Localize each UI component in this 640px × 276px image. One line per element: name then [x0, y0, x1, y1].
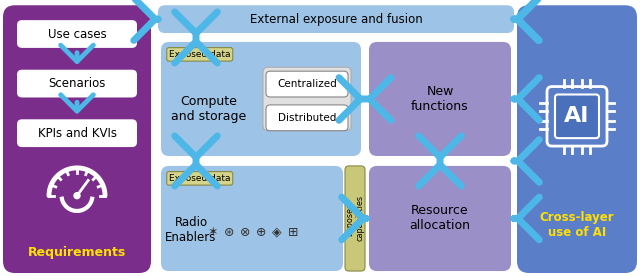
FancyBboxPatch shape [345, 166, 365, 271]
Text: ⊗: ⊗ [240, 226, 250, 239]
FancyBboxPatch shape [161, 166, 343, 271]
Text: Centralized: Centralized [277, 79, 337, 89]
FancyBboxPatch shape [369, 42, 511, 156]
Text: Exposed data: Exposed data [169, 174, 230, 183]
Text: KPIs and KVIs: KPIs and KVIs [38, 127, 116, 140]
Text: Scenarios: Scenarios [48, 77, 106, 90]
Text: External exposure and fusion: External exposure and fusion [250, 13, 422, 26]
FancyBboxPatch shape [17, 119, 137, 147]
FancyBboxPatch shape [369, 166, 511, 271]
Text: New
functions: New functions [411, 85, 469, 113]
Text: Requirements: Requirements [28, 246, 126, 259]
FancyBboxPatch shape [266, 71, 348, 97]
Text: ◈: ◈ [272, 226, 282, 239]
Text: Resource
allocation: Resource allocation [410, 205, 470, 232]
FancyBboxPatch shape [555, 94, 599, 138]
Text: Radio
Enablers: Radio Enablers [165, 216, 217, 244]
FancyBboxPatch shape [263, 67, 351, 131]
FancyBboxPatch shape [158, 5, 514, 33]
Text: ⊕: ⊕ [256, 226, 266, 239]
FancyBboxPatch shape [17, 20, 137, 48]
FancyBboxPatch shape [266, 105, 348, 131]
Text: ⊞: ⊞ [288, 226, 298, 239]
Text: Exposed data: Exposed data [169, 50, 230, 59]
FancyBboxPatch shape [547, 87, 607, 146]
Circle shape [74, 193, 80, 199]
FancyBboxPatch shape [3, 5, 151, 273]
Text: Cross-layer
use of AI: Cross-layer use of AI [540, 211, 614, 239]
FancyBboxPatch shape [161, 42, 361, 156]
Text: AI: AI [564, 106, 589, 126]
Text: Use cases: Use cases [47, 28, 106, 41]
Text: ⊛: ⊛ [224, 226, 234, 239]
FancyBboxPatch shape [517, 5, 637, 273]
Text: Exposed
capabilities: Exposed capabilities [346, 195, 365, 242]
Text: ✶: ✶ [208, 226, 218, 239]
Text: Distributed: Distributed [278, 113, 336, 123]
FancyBboxPatch shape [17, 70, 137, 97]
Text: Compute
and storage: Compute and storage [172, 95, 246, 123]
